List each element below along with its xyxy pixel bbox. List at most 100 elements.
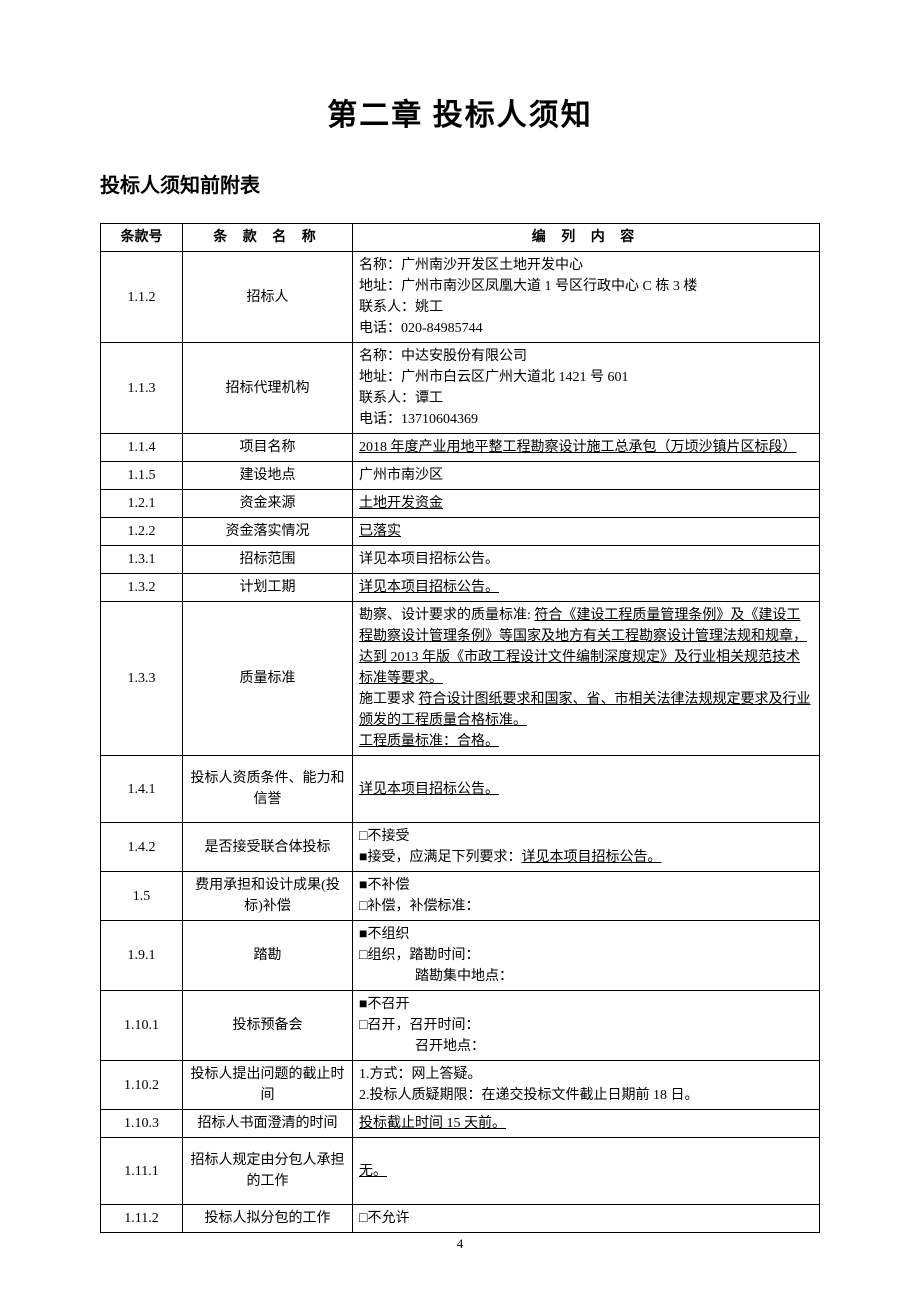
content-line: 名称：中达安股份有限公司	[359, 346, 813, 367]
clause-number: 1.1.3	[101, 343, 183, 434]
clause-content: 详见本项目招标公告。	[353, 574, 820, 602]
clause-number: 1.11.2	[101, 1205, 183, 1233]
table-header-row: 条款号 条 款 名 称 编 列 内 容	[101, 224, 820, 252]
underlined-text: 详见本项目招标公告。	[359, 782, 499, 797]
clause-name: 质量标准	[183, 602, 353, 756]
content-line: □组织，踏勘时间：	[359, 945, 813, 966]
content-line: □不允许	[359, 1208, 813, 1229]
content-line: 2.投标人质疑期限：在递交投标文件截止日期前 18 日。	[359, 1085, 813, 1106]
underlined-text: 工程质量标准：合格。	[359, 734, 499, 749]
table-row: 1.10.3招标人书面澄清的时间投标截止时间 15 天前。	[101, 1110, 820, 1138]
content-line: □不接受	[359, 826, 813, 847]
clause-content: 无。	[353, 1138, 820, 1205]
table-row: 1.1.2招标人名称：广州南沙开发区土地开发中心地址：广州市南沙区凤凰大道 1 …	[101, 252, 820, 343]
underlined-text: 投标截止时间 15 天前。	[359, 1116, 506, 1131]
table-row: 1.3.3质量标准勘察、设计要求的质量标准: 符合《建设工程质量管理条例》及《建…	[101, 602, 820, 756]
clause-name: 招标代理机构	[183, 343, 353, 434]
clause-number: 1.10.2	[101, 1061, 183, 1110]
content-line: 已落实	[359, 521, 813, 542]
clause-content: 土地开发资金	[353, 490, 820, 518]
clause-name: 招标人	[183, 252, 353, 343]
underlined-text: 已落实	[359, 524, 401, 539]
table-row: 1.2.2资金落实情况已落实	[101, 518, 820, 546]
clause-number: 1.2.1	[101, 490, 183, 518]
clause-content: □不允许	[353, 1205, 820, 1233]
clause-content: 名称：广州南沙开发区土地开发中心地址：广州市南沙区凤凰大道 1 号区行政中心 C…	[353, 252, 820, 343]
clause-name: 投标人资质条件、能力和信誉	[183, 756, 353, 823]
table-row: 1.11.2投标人拟分包的工作 □不允许	[101, 1205, 820, 1233]
content-line: 2018 年度产业用地平整工程勘察设计施工总承包（万顷沙镇片区标段）	[359, 437, 813, 458]
clause-content: 已落实	[353, 518, 820, 546]
underlined-text: 符合设计图纸要求和国家、省、市相关法律法规规定要求及行业颁发的工程质量合格标准。	[359, 692, 811, 728]
table-row: 1.1.3招标代理机构名称：中达安股份有限公司地址：广州市白云区广州大道北 14…	[101, 343, 820, 434]
clause-name: 项目名称	[183, 434, 353, 462]
underlined-text: 土地开发资金	[359, 496, 443, 511]
clause-name: 计划工期	[183, 574, 353, 602]
clause-name: 招标范围	[183, 546, 353, 574]
bidder-notice-table: 条款号 条 款 名 称 编 列 内 容 1.1.2招标人名称：广州南沙开发区土地…	[100, 223, 820, 1233]
clause-content: ■不补偿□补偿，补偿标准：	[353, 872, 820, 921]
clause-name: 是否接受联合体投标	[183, 823, 353, 872]
table-row: 1.9.1踏勘■不组织□组织，踏勘时间：踏勘集中地点：	[101, 921, 820, 991]
chapter-title: 第二章 投标人须知	[100, 90, 820, 134]
clause-number: 1.9.1	[101, 921, 183, 991]
clause-content: 2018 年度产业用地平整工程勘察设计施工总承包（万顷沙镇片区标段）	[353, 434, 820, 462]
content-line: □召开，召开时间：	[359, 1015, 813, 1036]
table-row: 1.4.2是否接受联合体投标□不接受■接受，应满足下列要求：详见本项目招标公告。	[101, 823, 820, 872]
table-row: 1.1.4项目名称 2018 年度产业用地平整工程勘察设计施工总承包（万顷沙镇片区…	[101, 434, 820, 462]
clause-name: 资金来源	[183, 490, 353, 518]
content-line: 无。	[359, 1161, 813, 1182]
table-row: 1.3.1招标范围详见本项目招标公告。	[101, 546, 820, 574]
underlined-text: 无。	[359, 1164, 387, 1179]
clause-content: 1.方式：网上答疑。2.投标人质疑期限：在递交投标文件截止日期前 18 日。	[353, 1061, 820, 1110]
clause-number: 1.1.5	[101, 462, 183, 490]
clause-number: 1.3.1	[101, 546, 183, 574]
table-row: 1.4.1投标人资质条件、能力和信誉详见本项目招标公告。	[101, 756, 820, 823]
content-line: ■不召开	[359, 994, 813, 1015]
clause-content: □不接受■接受，应满足下列要求：详见本项目招标公告。	[353, 823, 820, 872]
clause-number: 1.10.3	[101, 1110, 183, 1138]
clause-name: 投标人提出问题的截止时间	[183, 1061, 353, 1110]
underlined-text: 符合《建设工程质量管理条例》及《建设工程勘察设计管理条例》等国家及地方有关工程勘…	[359, 608, 807, 686]
clause-name: 招标人规定由分包人承担的工作	[183, 1138, 353, 1205]
clause-name: 建设地点	[183, 462, 353, 490]
clause-content: 名称：中达安股份有限公司地址：广州市白云区广州大道北 1421 号 601联系人…	[353, 343, 820, 434]
clause-number: 1.1.2	[101, 252, 183, 343]
clause-content: 详见本项目招标公告。	[353, 546, 820, 574]
content-line: 投标截止时间 15 天前。	[359, 1113, 813, 1134]
content-line: 召开地点：	[359, 1036, 813, 1057]
content-line: 名称：广州南沙开发区土地开发中心	[359, 255, 813, 276]
content-line: 地址：广州市南沙区凤凰大道 1 号区行政中心 C 栋 3 楼	[359, 276, 813, 297]
content-line: 广州市南沙区	[359, 465, 813, 486]
clause-number: 1.2.2	[101, 518, 183, 546]
content-line: 工程质量标准：合格。	[359, 731, 813, 752]
table-row: 1.1.5建设地点广州市南沙区	[101, 462, 820, 490]
clause-number: 1.3.2	[101, 574, 183, 602]
table-row: 1.10.2投标人提出问题的截止时间1.方式：网上答疑。2.投标人质疑期限：在递…	[101, 1061, 820, 1110]
table-row: 1.5费用承担和设计成果(投标)补偿■不补偿□补偿，补偿标准：	[101, 872, 820, 921]
content-line: 电话：020-84985744	[359, 318, 813, 339]
clause-number: 1.1.4	[101, 434, 183, 462]
content-line: 土地开发资金	[359, 493, 813, 514]
clause-number: 1.11.1	[101, 1138, 183, 1205]
content-line: ■不组织	[359, 924, 813, 945]
content-line: 详见本项目招标公告。	[359, 549, 813, 570]
clause-content: ■不组织□组织，踏勘时间：踏勘集中地点：	[353, 921, 820, 991]
page-number: 4	[0, 1236, 920, 1252]
clause-content: 投标截止时间 15 天前。	[353, 1110, 820, 1138]
table-row: 1.10.1投标预备会■不召开□召开，召开时间：召开地点：	[101, 991, 820, 1061]
content-line: 踏勘集中地点：	[359, 966, 813, 987]
content-line: 联系人：谭工	[359, 388, 813, 409]
clause-number: 1.4.1	[101, 756, 183, 823]
content-line: 地址：广州市白云区广州大道北 1421 号 601	[359, 367, 813, 388]
content-line: □补偿，补偿标准：	[359, 896, 813, 917]
clause-name: 投标人拟分包的工作	[183, 1205, 353, 1233]
clause-number: 1.10.1	[101, 991, 183, 1061]
clause-content: 详见本项目招标公告。	[353, 756, 820, 823]
content-line: 详见本项目招标公告。	[359, 779, 813, 800]
clause-content: 勘察、设计要求的质量标准: 符合《建设工程质量管理条例》及《建设工程勘察设计管理…	[353, 602, 820, 756]
content-line: ■不补偿	[359, 875, 813, 896]
header-clause-name: 条 款 名 称	[183, 224, 353, 252]
clause-number: 1.4.2	[101, 823, 183, 872]
content-line: 电话：13710604369	[359, 409, 813, 430]
